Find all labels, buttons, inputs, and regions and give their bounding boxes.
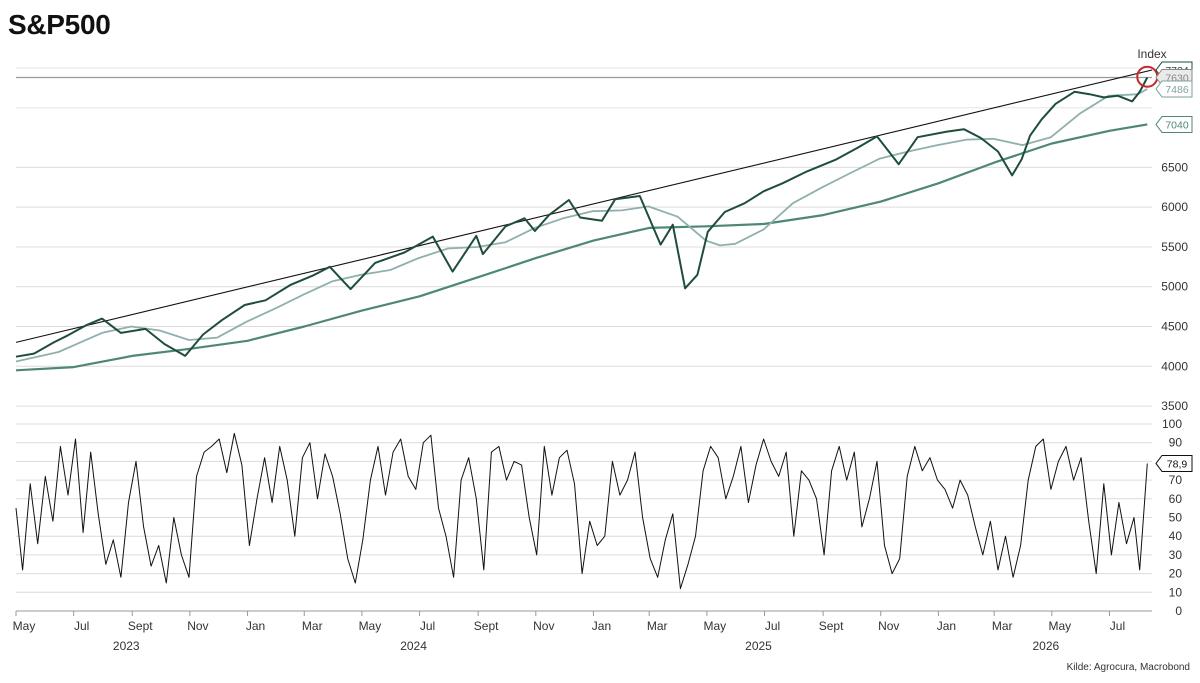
- y-tick-label-bottom: 100: [1162, 417, 1182, 431]
- end-value-label-top-box: [1155, 115, 1193, 133]
- y-tick-label-bottom: 40: [1169, 529, 1183, 543]
- series-line-ma200: [15, 123, 1148, 372]
- y-tick-label-top: 5000: [1161, 280, 1188, 294]
- x-tick-label-month: Nov: [878, 619, 899, 633]
- chart-title: S&P500: [8, 9, 111, 40]
- y-unit-label: Index: [1137, 47, 1166, 61]
- x-tick-label-month: Mar: [992, 619, 1013, 633]
- end-value-label-bottom-box: [1155, 454, 1193, 472]
- end-value-label-top: 7486: [1165, 84, 1189, 96]
- y-tick-label-bottom: 60: [1169, 492, 1183, 506]
- x-tick-label-month: Jan: [246, 619, 265, 633]
- x-tick-label-month: Jan: [937, 619, 956, 633]
- x-tick-label-year: 2025: [745, 639, 772, 653]
- x-tick-label-month: Sept: [819, 619, 844, 633]
- y-tick-label-top: 6000: [1161, 200, 1188, 214]
- y-tick-label-bottom: 50: [1169, 511, 1183, 525]
- y-tick-label-top: 5500: [1161, 240, 1188, 254]
- y-tick-label-top: 3500: [1161, 399, 1188, 413]
- y-tick-label-bottom: 0: [1175, 604, 1182, 618]
- y-tick-label-bottom: 90: [1169, 436, 1183, 450]
- x-tick-label-month: Jul: [420, 619, 435, 633]
- series-line-ma50: [15, 88, 1148, 363]
- x-tick-label-year: 2024: [400, 639, 427, 653]
- x-tick-label-month: Mar: [647, 619, 668, 633]
- y-tick-label-bottom: 70: [1169, 473, 1183, 487]
- series-line-oscillator: [15, 432, 1148, 590]
- x-tick-label-month: Sept: [474, 619, 499, 633]
- series-line-price: [15, 77, 1149, 358]
- x-tick-label-month: Jul: [765, 619, 780, 633]
- y-tick-label-top: 4000: [1161, 359, 1188, 373]
- y-tick-label-bottom: 30: [1169, 548, 1183, 562]
- x-tick-label-month: Mar: [302, 619, 323, 633]
- series-line-trend: [15, 69, 1153, 343]
- source-note: Kilde: Agrocura, Macrobond: [1066, 662, 1190, 673]
- x-tick-label-month: May: [1048, 619, 1071, 633]
- x-tick-label-month: Nov: [187, 619, 208, 633]
- y-tick-label-top: 4500: [1161, 320, 1188, 334]
- x-tick-label-month: May: [13, 619, 36, 633]
- x-tick-label-month: May: [704, 619, 727, 633]
- x-tick-label-year: 2023: [113, 639, 140, 653]
- highlight-circle-marker: [1136, 65, 1159, 88]
- y-tick-label-top: 6500: [1161, 160, 1188, 174]
- y-tick-label-bottom: 20: [1169, 567, 1183, 581]
- y-tick-label-bottom: 10: [1169, 585, 1183, 599]
- x-tick-label-month: Jan: [592, 619, 611, 633]
- x-tick-label-month: Jul: [74, 619, 89, 633]
- x-tick-label-year: 2026: [1032, 639, 1059, 653]
- x-tick-label-month: Sept: [128, 619, 153, 633]
- x-tick-label-month: Nov: [533, 619, 554, 633]
- x-tick-label-month: May: [359, 619, 382, 633]
- end-value-label-bottom: 78,9: [1167, 458, 1188, 470]
- end-value-label-top-box: [1155, 80, 1193, 98]
- x-tick-label-month: Jul: [1110, 619, 1125, 633]
- end-value-label-top: 7040: [1165, 119, 1189, 131]
